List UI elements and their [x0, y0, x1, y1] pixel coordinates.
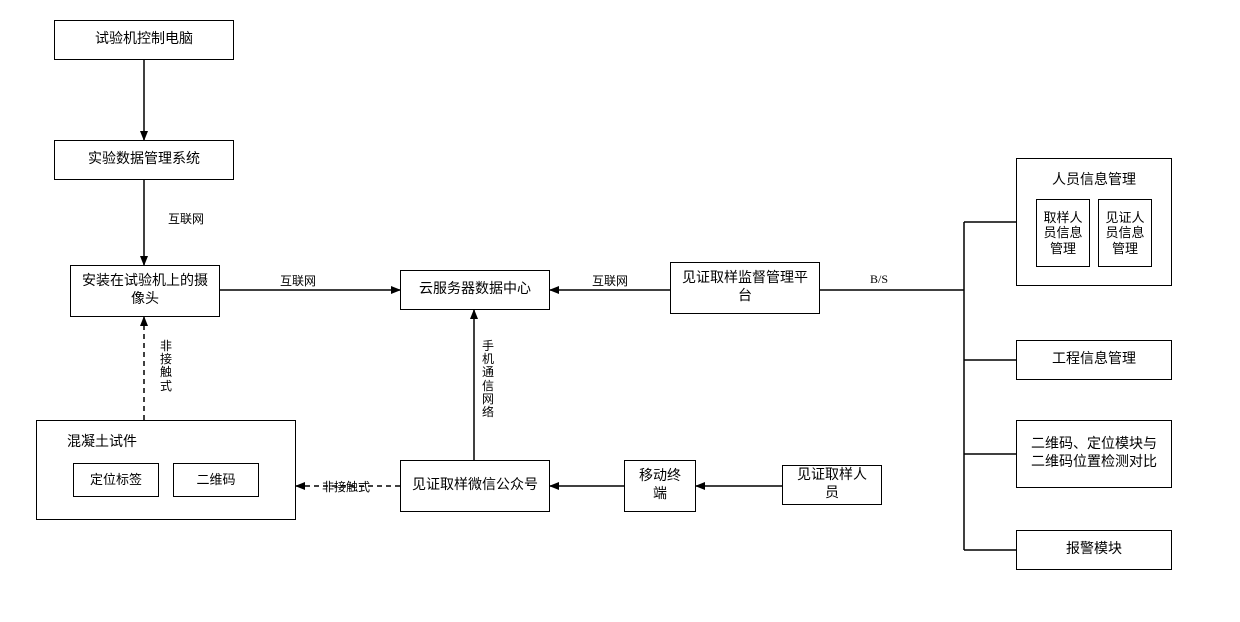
- edge-label-noncontact-mid: 非接触式: [322, 478, 370, 495]
- edge-label-noncontact-left: 非接触式: [160, 340, 172, 393]
- node-proj-mgmt: 工程信息管理: [1016, 340, 1172, 380]
- label: 见证人员信息管理: [1105, 210, 1145, 257]
- subnode-sampler-info: 取样人员信息管理: [1036, 199, 1090, 267]
- edge-label-bs: B/S: [870, 272, 888, 287]
- label: 移动终端: [633, 468, 687, 504]
- node-data-mgmt: 实验数据管理系统: [54, 140, 234, 180]
- container-personnel: 人员信息管理 取样人员信息管理 见证人员信息管理: [1016, 158, 1172, 286]
- label: 见证取样监督管理平台: [679, 270, 811, 306]
- label: 报警模块: [1066, 541, 1122, 559]
- label: 二维码、定位模块与二维码位置检测对比: [1025, 436, 1163, 472]
- node-camera: 安装在试验机上的摄像头: [70, 265, 220, 317]
- node-sampler: 见证取样人员: [782, 465, 882, 505]
- label: 安装在试验机上的摄像头: [79, 273, 211, 309]
- edge-label-internet-top: 互联网: [168, 210, 204, 227]
- node-cloud: 云服务器数据中心: [400, 270, 550, 310]
- edge-label-mobile-net: 手机通信网络: [482, 340, 494, 419]
- label: 定位标签: [90, 472, 142, 488]
- label: 工程信息管理: [1052, 351, 1136, 369]
- label: 见证取样人员: [791, 467, 873, 503]
- node-alarm: 报警模块: [1016, 530, 1172, 570]
- node-test-pc: 试验机控制电脑: [54, 20, 234, 60]
- label: 试验机控制电脑: [95, 31, 193, 49]
- edge-label-internet-mid: 互联网: [280, 272, 316, 289]
- node-wechat: 见证取样微信公众号: [400, 460, 550, 512]
- label: 见证取样微信公众号: [412, 477, 538, 495]
- subnode-qrcode: 二维码: [173, 463, 259, 497]
- node-platform: 见证取样监督管理平台: [670, 262, 820, 314]
- subnode-location-tag: 定位标签: [73, 463, 159, 497]
- edge-label-internet-right: 互联网: [592, 272, 628, 289]
- label: 云服务器数据中心: [419, 281, 531, 299]
- container-title: 人员信息管理: [1027, 169, 1161, 189]
- label: 二维码: [196, 472, 235, 488]
- label: 实验数据管理系统: [88, 151, 200, 169]
- subnode-witness-info: 见证人员信息管理: [1098, 199, 1152, 267]
- node-qr-compare: 二维码、定位模块与二维码位置检测对比: [1016, 420, 1172, 488]
- node-mobile: 移动终端: [624, 460, 696, 512]
- container-concrete: 混凝土试件 定位标签 二维码: [36, 420, 296, 520]
- container-title: 混凝土试件: [47, 431, 285, 451]
- label: 取样人员信息管理: [1043, 210, 1083, 257]
